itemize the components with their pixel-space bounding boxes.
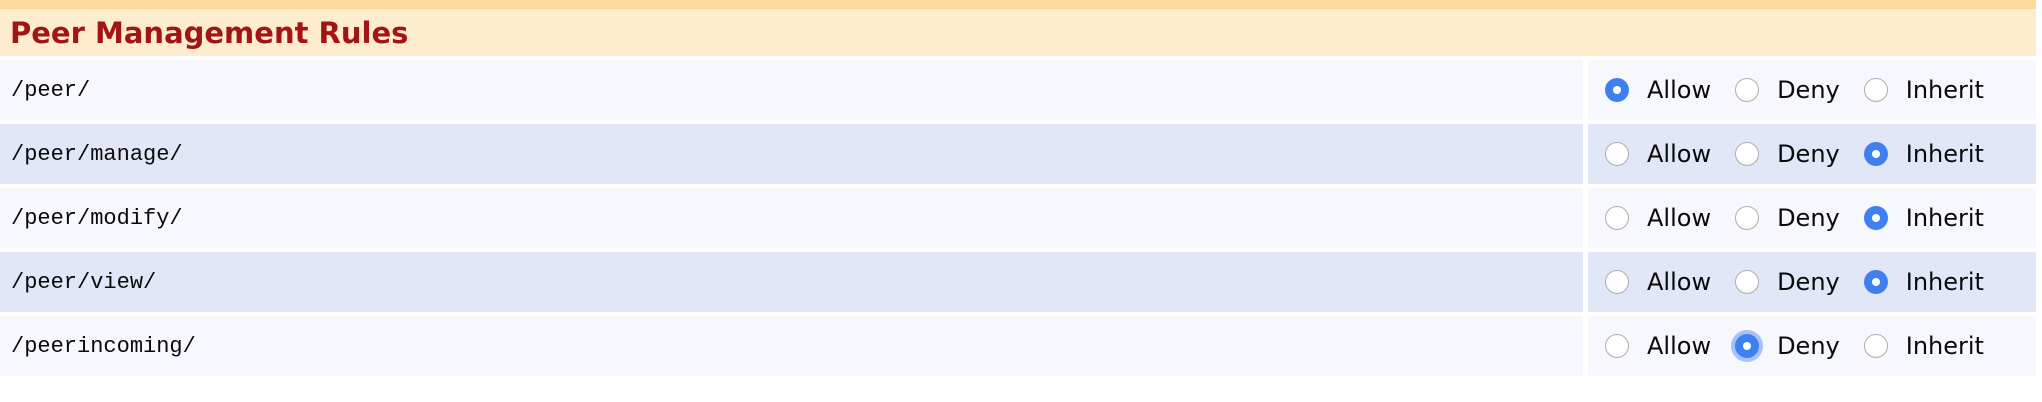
allow-radio[interactable] <box>1605 206 1629 230</box>
inherit-radio[interactable] <box>1863 206 1888 230</box>
rule-path: /peer/view/ <box>11 269 157 295</box>
allow-radio[interactable] <box>1605 270 1629 294</box>
radio-label[interactable]: Allow <box>1647 332 1712 360</box>
deny-radio[interactable] <box>1735 142 1760 166</box>
radio-label[interactable]: Inherit <box>1905 332 1984 360</box>
section-header: Peer Management Rules <box>0 9 2036 56</box>
radio-label[interactable]: Deny <box>1777 76 1840 104</box>
radio-label[interactable]: Allow <box>1647 76 1712 104</box>
rule-options-cell: Allow Deny Inherit <box>1588 188 2036 248</box>
allow-option[interactable]: Allow <box>1605 140 1711 168</box>
allow-radio[interactable] <box>1605 334 1629 358</box>
rule-path: /peer/modify/ <box>11 205 183 231</box>
radio-label[interactable]: Inherit <box>1905 140 1984 168</box>
rule-path-cell: /peer/manage/ <box>0 124 1583 184</box>
allow-option[interactable]: Allow <box>1605 76 1711 104</box>
rule-row: /peer/view/ Allow Deny Inherit <box>0 252 2036 312</box>
rule-path-cell: /peer/modify/ <box>0 188 1583 248</box>
radio-label[interactable]: Deny <box>1777 204 1840 232</box>
rule-row: /peer/ Allow Deny Inherit <box>0 60 2036 120</box>
peer-management-rules-panel: Peer Management Rules /peer/ Allow Deny … <box>0 0 2036 376</box>
inherit-option[interactable]: Inherit <box>1863 268 1984 296</box>
inherit-option[interactable]: Inherit <box>1863 76 1984 104</box>
inherit-radio[interactable] <box>1863 78 1888 102</box>
inherit-radio[interactable] <box>1863 334 1888 358</box>
rule-path: /peer/manage/ <box>11 141 183 167</box>
rule-row: /peer/manage/ Allow Deny Inherit <box>0 124 2036 184</box>
allow-radio[interactable] <box>1605 142 1629 166</box>
allow-option[interactable]: Allow <box>1605 204 1711 232</box>
radio-label[interactable]: Deny <box>1777 332 1840 360</box>
header-accent-bar <box>0 0 2036 9</box>
rule-options-cell: Allow Deny Inherit <box>1588 124 2036 184</box>
inherit-radio[interactable] <box>1863 142 1888 166</box>
rule-row: /peerincoming/ Allow Deny Inherit <box>0 316 2036 376</box>
rules-table: /peer/ Allow Deny Inherit /peer/manage/ … <box>0 60 2036 376</box>
inherit-radio[interactable] <box>1863 270 1888 294</box>
rule-path-cell: /peer/view/ <box>0 252 1583 312</box>
radio-label[interactable]: Inherit <box>1905 204 1984 232</box>
allow-option[interactable]: Allow <box>1605 268 1711 296</box>
radio-label[interactable]: Allow <box>1647 204 1712 232</box>
rule-options-cell: Allow Deny Inherit <box>1588 60 2036 120</box>
deny-radio[interactable] <box>1735 334 1760 358</box>
deny-radio[interactable] <box>1735 206 1760 230</box>
deny-option[interactable]: Deny <box>1735 204 1840 232</box>
rule-options-cell: Allow Deny Inherit <box>1588 252 2036 312</box>
inherit-option[interactable]: Inherit <box>1863 332 1984 360</box>
rule-row: /peer/modify/ Allow Deny Inherit <box>0 188 2036 248</box>
radio-label[interactable]: Deny <box>1777 268 1840 296</box>
radio-label[interactable]: Allow <box>1647 268 1712 296</box>
deny-option[interactable]: Deny <box>1735 268 1840 296</box>
rule-path: /peerincoming/ <box>11 333 196 359</box>
section-title: Peer Management Rules <box>10 15 409 50</box>
allow-option[interactable]: Allow <box>1605 332 1711 360</box>
radio-label[interactable]: Allow <box>1647 140 1712 168</box>
rule-path: /peer/ <box>11 77 91 103</box>
inherit-option[interactable]: Inherit <box>1863 204 1984 232</box>
deny-option[interactable]: Deny <box>1735 140 1840 168</box>
radio-label[interactable]: Inherit <box>1905 268 1984 296</box>
deny-radio[interactable] <box>1735 78 1760 102</box>
deny-option[interactable]: Deny <box>1735 332 1840 360</box>
deny-option[interactable]: Deny <box>1735 76 1840 104</box>
radio-label[interactable]: Deny <box>1777 140 1840 168</box>
allow-radio[interactable] <box>1605 78 1629 102</box>
radio-label[interactable]: Inherit <box>1905 76 1984 104</box>
rule-options-cell: Allow Deny Inherit <box>1588 316 2036 376</box>
rule-path-cell: /peerincoming/ <box>0 316 1583 376</box>
rule-path-cell: /peer/ <box>0 60 1583 120</box>
inherit-option[interactable]: Inherit <box>1863 140 1984 168</box>
deny-radio[interactable] <box>1735 270 1760 294</box>
